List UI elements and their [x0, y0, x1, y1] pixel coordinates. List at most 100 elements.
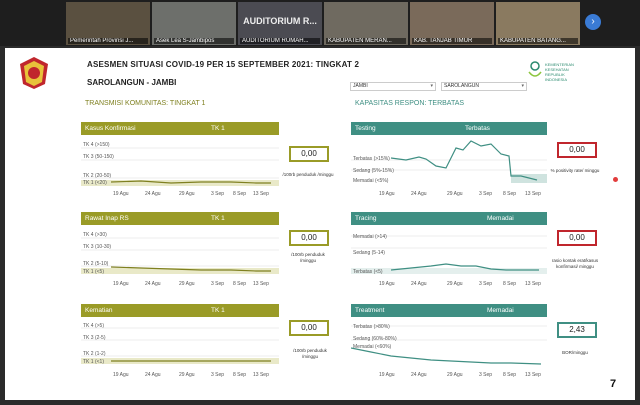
province-filter[interactable]: JAMBI ▾ — [350, 82, 436, 91]
kemenkes-logo: KEMENTERIAN KESEHATAN REPUBLIK INDONESIA — [525, 60, 605, 90]
testing-chart: Terbatas (>15%) Sedang (5%-15%) Memadai … — [351, 140, 547, 197]
page-number: 7 — [610, 378, 617, 390]
province-filter-value: JAMBI — [353, 83, 368, 89]
confirmed-cases-unit: /100rb penduduk /minggu — [282, 172, 334, 177]
confirmed-cases-chart: TK 4 (>150) TK 3 (50-150) TK 2 (20-50) T… — [81, 142, 279, 197]
confirmed-cases-value: 0,00 — [289, 146, 329, 162]
band-label: TK 1 (<20) — [83, 180, 107, 186]
participant-tile[interactable]: KABUPATEN BATANG... — [496, 2, 580, 45]
card-level: TK 1 — [211, 215, 225, 222]
laser-pointer-dot — [613, 177, 618, 182]
tracing-value: 0,00 — [557, 230, 597, 246]
chevron-down-icon: ▾ — [521, 83, 524, 89]
card-title: Rawat Inap RS — [85, 215, 129, 222]
kemenkes-line: KEMENTERIAN — [545, 62, 574, 67]
participant-tile[interactable]: Asek Lea S-Jambipos — [152, 2, 236, 45]
data-line — [110, 180, 271, 184]
x-tick: 8 Sep — [503, 372, 516, 378]
x-tick: 29 Agu — [179, 191, 195, 197]
participant-name: KAB. TANJAB TIMUR — [412, 38, 492, 44]
x-tick: 19 Agu — [379, 281, 395, 287]
x-tick: 13 Sep — [253, 372, 269, 378]
band-label: TK 3 (10-30) — [83, 244, 111, 250]
card-header-deaths: Kematian TK 1 — [81, 304, 279, 317]
band-label: Sedang (5%-15%) — [353, 168, 394, 174]
participant-name: KABUPATEN BATANG... — [498, 38, 578, 44]
band-label: Terbatas (<5) — [353, 269, 383, 275]
hospitalization-value: 0,00 — [289, 230, 329, 246]
participant-name: AUDITORIUM RUMAH... — [240, 38, 320, 44]
x-tick: 19 Agu — [379, 191, 395, 197]
card-header-treatment: Treatment Memadai — [351, 304, 547, 317]
data-line — [390, 140, 538, 181]
kemenkes-line: KESEHATAN — [545, 67, 569, 72]
card-header-testing: Testing Terbatas — [351, 122, 547, 135]
card-header-confirmed-cases: Kasus Konfirmasi TK 1 — [81, 122, 279, 135]
x-tick: 19 Agu — [113, 372, 129, 378]
treatment-chart: Terbatas (>80%) Sedang (60%-80%) Memadai… — [351, 324, 547, 378]
chevron-down-icon: ▾ — [430, 83, 433, 89]
x-tick: 8 Sep — [233, 281, 246, 287]
band-label: Memadai (<5%) — [353, 178, 389, 184]
card-header-hospitalization: Rawat Inap RS TK 1 — [81, 212, 279, 225]
participant-tile[interactable]: Pemerintah Provinsi J... — [66, 2, 150, 45]
participant-display-title: AUDITORIUM R... — [243, 16, 317, 26]
card-title: Kasus Konfirmasi — [85, 125, 136, 132]
band-label: TK 4 (>5) — [83, 323, 104, 329]
participant-tile[interactable]: KAB. TANJAB TIMUR — [410, 2, 494, 45]
band-label: Sedang (5-14) — [353, 250, 385, 256]
military-emblem-icon — [20, 57, 48, 89]
x-tick: 13 Sep — [525, 281, 541, 287]
x-tick: 13 Sep — [253, 281, 269, 287]
band-label: TK 1 (<5) — [83, 269, 104, 275]
x-tick: 24 Agu — [411, 191, 427, 197]
x-tick: 24 Agu — [145, 191, 161, 197]
deaths-chart: TK 4 (>5) TK 3 (2-5) TK 2 (1-2) TK 1 (<1… — [81, 323, 279, 378]
card-level: Memadai — [487, 307, 514, 314]
treatment-unit: BOR/minggu — [562, 350, 588, 355]
participant-tile[interactable]: AUDITORIUM R... AUDITORIUM RUMAH... — [238, 2, 322, 45]
card-level: Terbatas — [465, 125, 490, 132]
x-tick: 3 Sep — [479, 191, 492, 197]
participant-name: Asek Lea S-Jambipos — [154, 38, 234, 44]
band-label: Sedang (60%-80%) — [353, 336, 397, 342]
band-label: TK 2 (20-50) — [83, 173, 111, 179]
card-title: Treatment — [355, 307, 385, 314]
response-capacity-heading: KAPASITAS RESPON: TERBATAS — [355, 100, 465, 107]
band-label: Terbatas (>15%) — [353, 156, 390, 162]
kemenkes-line: REPUBLIK — [545, 72, 565, 77]
x-tick: 8 Sep — [503, 191, 516, 197]
x-tick: 8 Sep — [503, 281, 516, 287]
band-label: Terbatas (>80%) — [353, 324, 390, 330]
card-level: TK 1 — [211, 125, 225, 132]
regency-filter[interactable]: SAROLANGUN ▾ — [441, 82, 527, 91]
x-tick: 13 Sep — [253, 191, 269, 197]
shared-slide: ASESMEN SITUASI COVID-19 PER 15 SEPTEMBE… — [5, 48, 635, 400]
band-label: TK 3 (50-150) — [83, 154, 114, 160]
community-transmission-heading: TRANSMISI KOMUNITAS: TINGKAT 1 — [85, 100, 206, 107]
kemenkes-icon — [528, 61, 542, 77]
slide-title: ASESMEN SITUASI COVID-19 PER 15 SEPTEMBE… — [87, 60, 360, 69]
data-line — [351, 347, 542, 365]
regency-filter-value: SAROLANGUN — [444, 83, 480, 89]
card-title: Tracing — [355, 215, 377, 222]
x-tick: 29 Agu — [447, 281, 463, 287]
x-tick: 19 Agu — [379, 372, 395, 378]
x-tick: 13 Sep — [525, 372, 541, 378]
band-label: TK 2 (1-2) — [83, 351, 106, 357]
card-title: Testing — [355, 125, 376, 132]
x-tick: 8 Sep — [233, 191, 246, 197]
x-tick: 19 Agu — [113, 191, 129, 197]
treatment-value: 2,43 — [557, 322, 597, 338]
deaths-value: 0,00 — [289, 320, 329, 336]
x-tick: 29 Agu — [447, 191, 463, 197]
testing-value: 0,00 — [557, 142, 597, 158]
x-tick: 3 Sep — [211, 281, 224, 287]
band-label: TK 4 (>30) — [83, 232, 107, 238]
participant-name: KABUPATEN MERAN... — [326, 38, 406, 44]
testing-unit: % positivity rate/ minggu — [550, 168, 600, 173]
band-label: Memadai (<60%) — [353, 344, 392, 350]
participant-tile[interactable]: KABUPATEN MERAN... — [324, 2, 408, 45]
hospitalization-unit: /100rb penduduk /minggu — [291, 252, 325, 263]
next-page-button[interactable]: › — [585, 14, 601, 30]
